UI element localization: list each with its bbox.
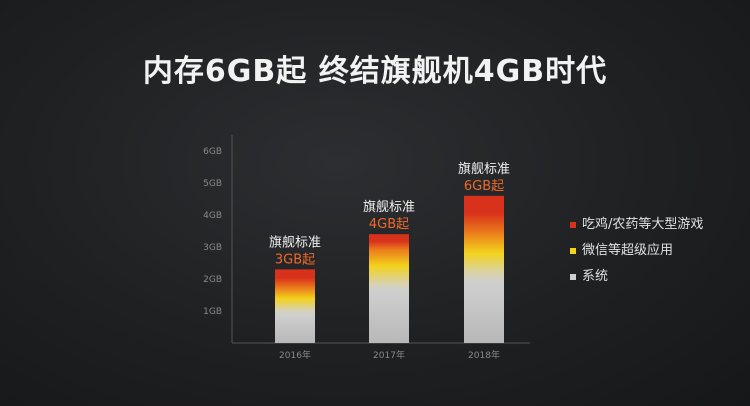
legend-swatch bbox=[570, 222, 576, 228]
legend-swatch bbox=[570, 248, 576, 254]
bar-annotation-label: 旗舰标准 bbox=[458, 161, 510, 177]
y-tick-label: 3GB bbox=[203, 243, 222, 253]
x-tick-label: 2018年 bbox=[468, 349, 500, 361]
bar-2016年 bbox=[275, 269, 315, 343]
y-tick-label: 5GB bbox=[203, 179, 222, 189]
bar-annotation-label: 旗舰标准 bbox=[269, 234, 321, 250]
y-tick-label: 1GB bbox=[203, 307, 222, 317]
bar-annotation-value: 4GB起 bbox=[369, 217, 409, 232]
legend-item: 微信等超级应用 bbox=[570, 238, 703, 264]
bar-annotation-value: 3GB起 bbox=[275, 252, 315, 267]
page-title: 内存6GB起 终结旗舰机4GB时代 bbox=[142, 54, 608, 89]
legend-label: 系统 bbox=[582, 269, 609, 284]
legend: 吃鸡/农药等大型游戏 微信等超级应用 系统 bbox=[570, 212, 703, 290]
legend-item: 系统 bbox=[570, 264, 703, 290]
bar-annotation-value: 6GB起 bbox=[464, 179, 504, 194]
legend-swatch bbox=[570, 274, 576, 280]
bar-2018年 bbox=[464, 195, 504, 343]
x-tick-label: 2017年 bbox=[373, 349, 405, 361]
legend-label: 微信等超级应用 bbox=[582, 243, 674, 258]
y-tick-label: 4GB bbox=[203, 211, 222, 221]
bar-2017年 bbox=[369, 234, 409, 343]
legend-item: 吃鸡/农药等大型游戏 bbox=[570, 212, 703, 238]
bar-annotation-label: 旗舰标准 bbox=[363, 199, 415, 215]
y-tick-label: 6GB bbox=[203, 147, 222, 157]
x-tick-label: 2016年 bbox=[279, 349, 311, 361]
legend-label: 吃鸡/农药等大型游戏 bbox=[582, 217, 704, 232]
y-tick-label: 2GB bbox=[203, 275, 222, 285]
